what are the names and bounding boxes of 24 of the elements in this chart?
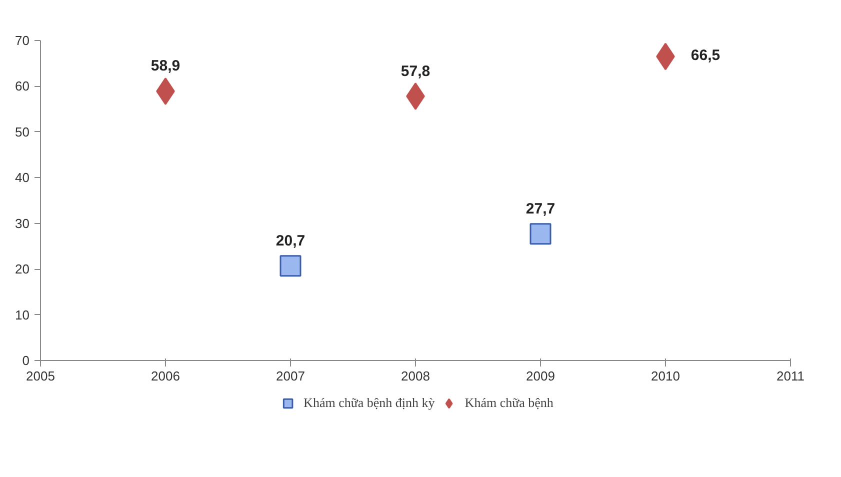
y-tick-label: 10 [15,307,30,322]
x-tick-label: 2011 [776,368,804,384]
x-tick-label: 2008 [401,368,430,384]
data-label: 58,9 [150,58,180,75]
data-label: 57,8 [400,62,430,80]
y-tick-label: 60 [15,78,30,94]
y-tick-label: 0 [22,353,30,368]
x-tick-label: 2006 [151,368,180,384]
point [280,255,302,277]
x-tick-label: 2010 [651,368,680,384]
legend-label: Khám chữa bệnh định kỳ [304,395,435,411]
data-label: 27,7 [526,200,556,218]
y-tick-label: 50 [15,124,30,140]
legend-label: Khám chữa bệnh [464,395,554,411]
point [530,223,552,245]
data-label: 66,5 [690,47,720,64]
x-tick-label: 2007 [276,368,305,384]
y-tick-label: 30 [15,216,30,231]
x-tick-label: 2005 [26,368,55,384]
y-tick-label: 20 [15,262,30,277]
x-tick-label: 2009 [526,368,555,384]
y-tick-label: 40 [15,170,30,186]
y-tick-label: 70 [15,33,30,48]
data-label: 20,7 [276,232,306,250]
